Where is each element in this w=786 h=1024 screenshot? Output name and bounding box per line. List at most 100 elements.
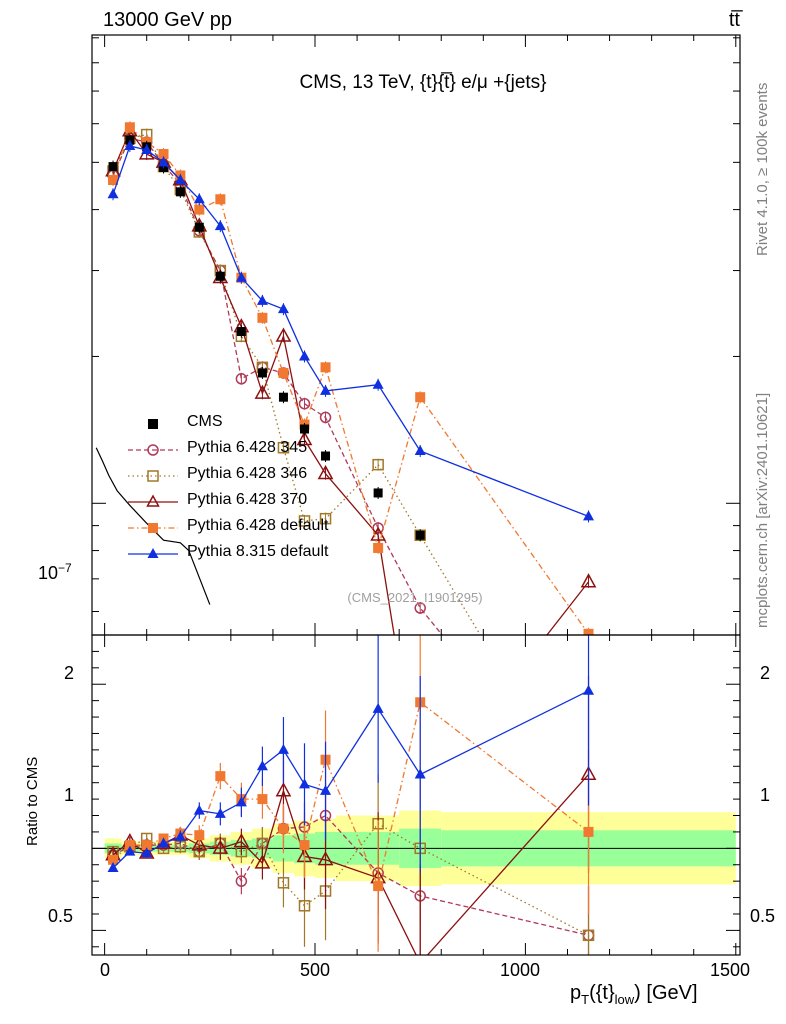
main-point-4-8 — [257, 312, 268, 323]
x-axis-label-p: p — [570, 982, 582, 1004]
ratio-y-tick-left-2: 2 — [64, 663, 75, 683]
main-y-tick-base: 10 — [38, 563, 59, 583]
main-point-5-8 — [256, 294, 268, 305]
x-axis-label-sub-t: T — [581, 992, 590, 1007]
ratio-point-4-5 — [194, 830, 205, 841]
legend-label-4: Pythia 6.428 default — [187, 517, 329, 534]
overflow-curve — [95, 447, 211, 605]
ratio-point-2-14 — [582, 929, 595, 942]
ratio-point-5-10 — [298, 778, 310, 789]
main-point-4-11 — [320, 362, 331, 373]
main-point-0-5 — [194, 222, 204, 232]
main-point-0-12 — [373, 488, 383, 498]
x-axis-label-sub-low: low — [614, 992, 635, 1007]
main-point-3-8 — [254, 384, 271, 399]
axes-frame — [91, 34, 741, 956]
x-tick-label-0: 0 — [99, 960, 110, 980]
ratio-point-5-3 — [158, 837, 170, 848]
ratio-y-tick-right-1: 1 — [760, 785, 771, 805]
ratio-point-5-12 — [372, 702, 384, 713]
main-point-5-4 — [174, 173, 186, 184]
main-point-2-11 — [319, 512, 332, 525]
ratio-point-2-9 — [277, 877, 290, 889]
main-point-0-10 — [299, 424, 309, 434]
main-point-5-1 — [124, 140, 136, 151]
main-point-0-11 — [321, 451, 331, 461]
ratio-point-5-9 — [277, 743, 289, 754]
main-line-series-4 — [112, 126, 590, 635]
ratio-point-4-8 — [257, 794, 268, 805]
legend-marker-3 — [146, 494, 160, 507]
ratio-line-series-4 — [112, 701, 589, 889]
ratio-point-2-10 — [298, 900, 311, 912]
energy-label: 13000 GeV pp — [103, 9, 232, 31]
legend-marker-4 — [148, 523, 158, 533]
overflow-curve-line — [95, 447, 211, 605]
main-point-5-11 — [320, 384, 332, 395]
ratio-point-4-0 — [108, 854, 119, 865]
x-axis-label-end: ) [GeV] — [634, 982, 698, 1004]
main-point-5-0 — [107, 188, 119, 199]
ratio-y-tick-right-2: 2 — [760, 663, 771, 683]
main-point-5-2 — [141, 143, 153, 154]
ratio-point-3-7 — [233, 833, 250, 848]
main-point-4-13 — [415, 392, 426, 403]
ratio-point-3-9 — [275, 782, 292, 797]
watermark: (CMS_2021_I1901295) — [347, 590, 483, 605]
ratio-point-3-5 — [191, 836, 208, 851]
legend-marker-0 — [148, 419, 158, 429]
x-axis-label: pT({t}low) [GeV] — [570, 982, 698, 1007]
ratio-frame — [91, 634, 741, 956]
main-point-5-9 — [277, 303, 289, 314]
main-point-4-3 — [158, 149, 169, 160]
ratio-y-tick-right-0: 0.5 — [750, 906, 776, 926]
main-point-4-14 — [583, 628, 594, 635]
rivet-label: Rivet 4.1.0, ≥ 100k events — [754, 82, 771, 256]
main-point-3-14 — [580, 573, 597, 588]
ratio-series-group — [105, 635, 597, 955]
main-point-5-3 — [158, 156, 170, 167]
ratio-point-5-14 — [583, 684, 595, 695]
main-point-1-10 — [298, 397, 311, 410]
ratio-y-axis-label: Ratio to CMS — [24, 756, 41, 846]
ratio-point-3-6 — [212, 839, 229, 854]
main-point-2-9 — [277, 441, 290, 454]
ratio-point-4-14 — [583, 826, 594, 837]
ratio-point-3-8 — [254, 854, 271, 869]
main-point-0-8 — [257, 368, 267, 378]
x-axis-label-mid: ({t} — [589, 982, 615, 1004]
main-line-series-1 — [112, 137, 444, 635]
main-point-5-7 — [235, 271, 247, 282]
x-tick-label-3: 1500 — [709, 960, 751, 980]
ratio-point-5-5 — [193, 804, 205, 815]
site-label: mcplots.cern.ch [arXiv:2401.10621] — [754, 392, 771, 628]
main-point-4-6 — [215, 194, 226, 205]
main-point-5-14 — [583, 510, 595, 521]
main-point-0-7 — [236, 326, 246, 336]
ratio-point-5-6 — [214, 807, 226, 818]
main-point-0-9 — [278, 392, 288, 402]
process-label: tt̅ — [728, 9, 740, 31]
main-point-0-0 — [108, 162, 118, 172]
ratio-point-4-6 — [215, 771, 226, 782]
main-point-5-12 — [372, 378, 384, 389]
ratio-point-5-7 — [235, 796, 247, 807]
legend-label-2: Pythia 6.428 346 — [187, 465, 308, 482]
main-point-3-11 — [317, 464, 334, 480]
main-point-1-11 — [319, 411, 332, 424]
legend-marker-5 — [147, 548, 159, 558]
ratio-y-tick-left-1: 1 — [64, 785, 75, 805]
main-point-0-13 — [415, 530, 425, 540]
ratio-point-4-12 — [373, 881, 384, 892]
ratio-point-4-2 — [141, 840, 152, 851]
ratio-y-tick-left-0: 0.5 — [48, 906, 74, 926]
main-point-4-0 — [108, 174, 119, 185]
main-point-4-1 — [124, 122, 135, 133]
main-point-4-5 — [194, 204, 205, 215]
main-point-5-6 — [214, 220, 226, 231]
main-point-0-6 — [215, 271, 225, 281]
ratio-point-1-7 — [235, 875, 248, 887]
ratio-point-5-2 — [141, 847, 153, 858]
main-point-4-12 — [373, 542, 384, 553]
